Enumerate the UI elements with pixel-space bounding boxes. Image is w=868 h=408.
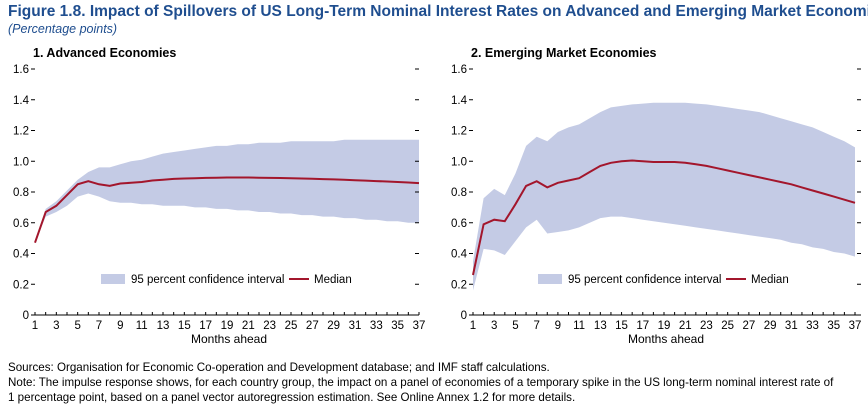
x-tick-label: 13 [594, 320, 607, 332]
x-tick-label: 25 [721, 320, 734, 332]
y-tick-label: 0.2 [451, 279, 467, 291]
x-tick-label: 15 [178, 320, 191, 332]
median-line [34, 176, 420, 244]
x-tick-label: 21 [242, 320, 255, 332]
x-tick-label: 31 [349, 320, 362, 332]
x-tick-label: 11 [136, 320, 148, 332]
x-tick-label: 37 [849, 320, 862, 332]
x-tick-label: 5 [512, 320, 518, 332]
x-tick-label: 27 [306, 320, 319, 332]
y-tick-label: 1.4 [13, 95, 30, 107]
x-tick-label: 17 [199, 320, 212, 332]
figure-title: Figure 1.8. Impact of Spillovers of US L… [8, 3, 868, 20]
legend-band-swatch [538, 274, 562, 284]
legend-median-label: Median [751, 274, 789, 286]
y-tick-label: 0.8 [451, 187, 467, 199]
figure-subtitle: (Percentage points) [8, 22, 118, 36]
x-tick-label: 15 [615, 320, 628, 332]
x-axis-label: Months ahead [628, 332, 704, 346]
note-line-2: 1 percentage point, based on a panel vec… [8, 391, 576, 404]
x-tick-label: 25 [285, 320, 298, 332]
x-tick-label: 11 [573, 320, 585, 332]
x-tick-label: 9 [117, 320, 123, 332]
y-tick-label: 1.0 [451, 156, 467, 168]
legend-median-label: Median [314, 274, 352, 286]
x-tick-label: 1 [470, 320, 476, 332]
y-tick-label: 1.4 [451, 95, 468, 107]
x-tick-label: 9 [555, 320, 561, 332]
confidence-band [35, 139, 419, 243]
panel-title: 1. Advanced Economies [33, 46, 176, 60]
x-tick-label: 35 [391, 320, 404, 332]
y-tick-label: 0.2 [13, 279, 29, 291]
note-line-1: Note: The impulse response shows, for ea… [8, 376, 834, 389]
x-tick-label: 3 [491, 320, 497, 332]
x-tick-label: 19 [221, 320, 234, 332]
x-tick-label: 21 [679, 320, 692, 332]
y-tick-label: 1.6 [451, 64, 467, 76]
chart-panel-2: 2. Emerging Market Economies 0 0.2 0.4 0.6 0.… [451, 46, 861, 346]
chart-panel-1: 1. Advanced Economies 0 0.2 0.4 0.6 0.8 1.0 1.2… [13, 46, 425, 346]
x-tick-label: 35 [827, 320, 840, 332]
y-tick-label: 0.8 [13, 187, 29, 199]
x-tick-label: 7 [96, 320, 102, 332]
y-tick-label: 1.6 [13, 64, 29, 76]
x-tick-label: 31 [785, 320, 798, 332]
confidence-band [473, 102, 855, 291]
x-tick-label: 29 [327, 320, 340, 332]
figure-notes: Sources: Organisation for Economic Co-op… [8, 360, 858, 405]
chart-legend: 95 percent confidence interval Median [101, 274, 352, 286]
y-tick-label: 0.4 [13, 249, 30, 261]
y-tick-label: 1.0 [13, 156, 29, 168]
x-tick-label: 1 [32, 320, 38, 332]
y-tick-label: 0 [461, 310, 467, 322]
x-tick-label: 33 [370, 320, 383, 332]
legend-band-swatch [101, 274, 125, 284]
legend-band-label: 95 percent confidence interval [131, 274, 284, 286]
x-tick-label: 33 [806, 320, 819, 332]
y-tick-label: 0.4 [451, 249, 468, 261]
x-tick-label: 3 [53, 320, 59, 332]
x-axis-label: Months ahead [191, 332, 267, 346]
y-tick-label: 1.2 [13, 126, 29, 138]
y-tick-label: 0 [23, 310, 29, 322]
sources-note: Sources: Organisation for Economic Co-op… [8, 361, 550, 374]
x-tick-label: 13 [157, 320, 170, 332]
x-tick-label: 23 [263, 320, 276, 332]
x-tick-label: 7 [533, 320, 539, 332]
y-tick-label: 0.6 [451, 218, 467, 230]
y-tick-label: 0.6 [13, 218, 29, 230]
legend-band-label: 95 percent confidence interval [568, 274, 721, 286]
x-tick-label: 19 [658, 320, 671, 332]
median-line [472, 159, 856, 276]
panel-title: 2. Emerging Market Economies [471, 46, 657, 60]
chart-legend: 95 percent confidence interval Median [538, 274, 789, 286]
y-tick-label: 1.2 [451, 126, 467, 138]
x-tick-label: 17 [636, 320, 649, 332]
x-tick-label: 23 [700, 320, 713, 332]
x-tick-label: 29 [764, 320, 777, 332]
x-tick-label: 27 [742, 320, 755, 332]
charts-canvas: 1. Advanced Economies 0 0.2 0.4 0.6 0.8 1.0 1.2… [13, 46, 861, 346]
x-tick-label: 5 [74, 320, 80, 332]
x-tick-label: 37 [413, 320, 426, 332]
